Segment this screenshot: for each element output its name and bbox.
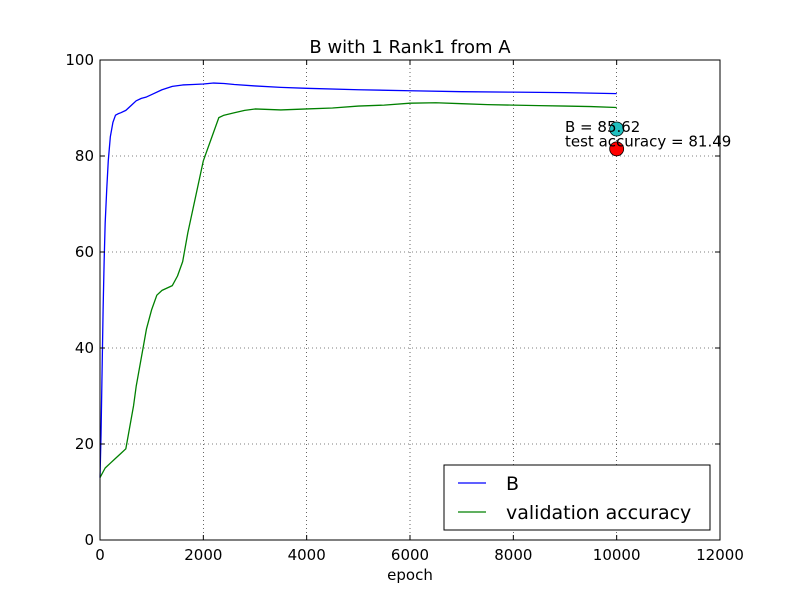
y-tick-label: 0 <box>84 531 94 549</box>
legend-label-1: B <box>506 473 519 495</box>
x-axis-label: epoch <box>387 566 433 584</box>
axis-ticks: 0 2000 4000 6000 8000 10000 12000 0 20 40 60 80 100 <box>65 51 744 564</box>
y-tick-label: 60 <box>75 243 94 261</box>
x-tick-label: 6000 <box>391 546 429 564</box>
x-tick-label: 2000 <box>184 546 222 564</box>
y-tick-label: 20 <box>75 435 94 453</box>
x-tick-label: 8000 <box>494 546 532 564</box>
y-tick-label: 40 <box>75 339 94 357</box>
annotation-1: B = 85.62 <box>565 118 640 136</box>
x-tick-label: 12000 <box>696 546 744 564</box>
y-tick-label: 100 <box>65 51 94 69</box>
marker-point-1 <box>609 121 625 137</box>
marker-point-2 <box>609 141 625 157</box>
chart-title: B with 1 Rank1 from A <box>309 37 511 58</box>
legend-label-2: validation accuracy <box>506 502 691 524</box>
x-tick-label: 10000 <box>593 546 641 564</box>
points-layer <box>609 121 625 157</box>
x-tick-label: 0 <box>95 546 105 564</box>
series-line-1 <box>99 82 617 478</box>
series-line-2 <box>99 102 617 478</box>
x-tick-label: 4000 <box>288 546 326 564</box>
series-layer <box>99 82 617 478</box>
y-tick-label: 80 <box>75 147 94 165</box>
annotation-2: test accuracy = 81.49 <box>565 133 731 151</box>
legend-box <box>443 464 711 531</box>
